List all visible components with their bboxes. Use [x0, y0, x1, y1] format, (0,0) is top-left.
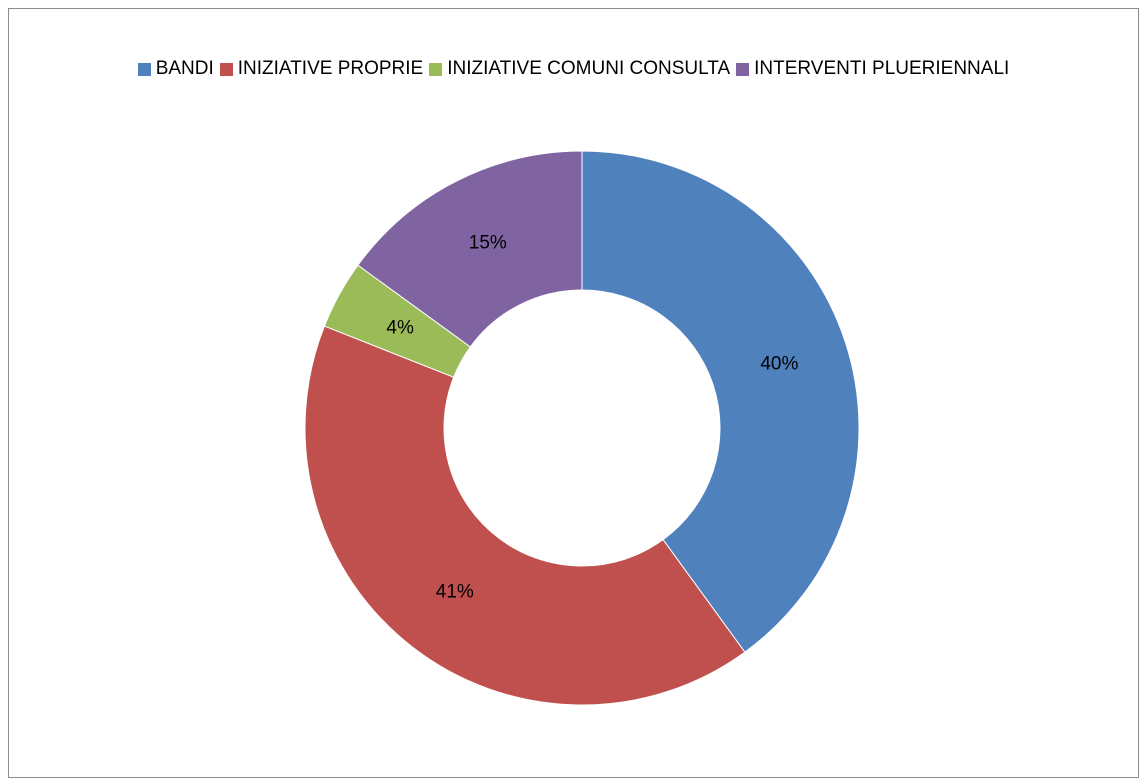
data-label-interventi-plueriennali: 15%: [469, 233, 507, 254]
donut-slice-labels: 40% 41% 4% 15%: [386, 233, 798, 603]
legend-label-iniziative-proprie: INIZIATIVE PROPRIE: [237, 58, 424, 79]
data-label-iniziative-proprie: 41%: [436, 581, 474, 602]
data-label-bandi: 40%: [760, 353, 798, 374]
slice-bandi: [581, 150, 860, 653]
donut-chart: 40% 41% 4% 15%: [304, 150, 860, 706]
legend-swatch-interventi-plueriennali: [736, 62, 750, 76]
slice-iniziative-proprie: [304, 325, 746, 706]
legend-swatch-bandi: [137, 62, 151, 76]
legend: BANDI INIZIATIVE PROPRIE INIZIATIVE COMU…: [9, 58, 1138, 80]
legend-swatch-iniziative-proprie: [219, 62, 233, 76]
chart-frame: BANDI INIZIATIVE PROPRIE INIZIATIVE COMU…: [8, 8, 1139, 778]
legend-label-interventi-plueriennali: INTERVENTI PLUERIENNALI: [754, 58, 1010, 79]
legend-item-iniziative-comuni-consulta: INIZIATIVE COMUNI CONSULTA: [429, 58, 730, 80]
legend-label-iniziative-comuni-consulta: INIZIATIVE COMUNI CONSULTA: [447, 58, 731, 79]
data-label-iniziative-comuni-consulta: 4%: [386, 318, 414, 339]
legend-swatch-iniziative-comuni-consulta: [429, 62, 443, 76]
legend-label-bandi: BANDI: [155, 58, 214, 79]
legend-item-bandi: BANDI: [137, 58, 214, 80]
legend-item-iniziative-proprie: INIZIATIVE PROPRIE: [219, 58, 424, 80]
slice-interventi-plueriennali: [357, 150, 583, 348]
legend-item-interventi-plueriennali: INTERVENTI PLUERIENNALI: [736, 58, 1009, 80]
donut-slices: [304, 150, 860, 706]
